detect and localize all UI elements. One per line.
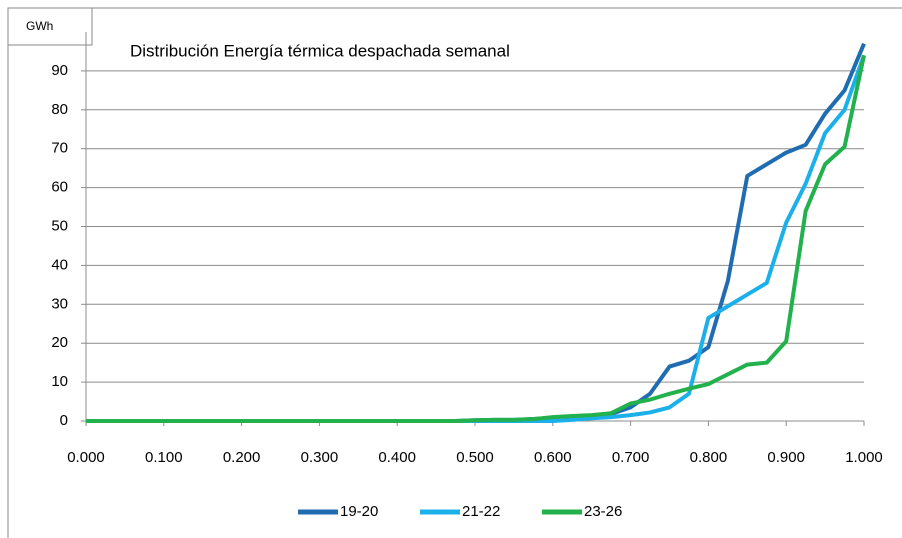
y-tick-label: 90	[51, 62, 68, 79]
y-tick-label: 80	[51, 101, 68, 118]
unit-box	[7, 7, 93, 46]
x-tick-label: 0.800	[690, 449, 728, 466]
y-axis-label: GWh	[26, 19, 53, 33]
y-tick-label: 50	[51, 217, 68, 234]
y-tick-label: 60	[51, 179, 68, 196]
chart-title: Distribución Energía térmica despachada …	[130, 41, 510, 60]
y-tick-label: 70	[51, 140, 68, 157]
x-tick-label: 0.700	[612, 449, 650, 466]
legend-label: 21-22	[462, 503, 500, 520]
y-tick-label: 40	[51, 256, 68, 273]
series-line	[86, 54, 866, 423]
x-tick-label: 0.100	[145, 449, 183, 466]
x-tick-label: 0.200	[223, 449, 261, 466]
legend-label: 23-26	[584, 503, 622, 520]
y-tick-label: 20	[51, 334, 68, 351]
y-tick-label: 30	[51, 295, 68, 312]
x-tick-label: 0.600	[534, 449, 572, 466]
x-tick-label: 0.400	[378, 449, 416, 466]
legend-label: 19-20	[340, 503, 378, 520]
y-tick-label: 10	[51, 373, 68, 390]
y-tick-label: 0	[60, 412, 68, 429]
x-tick-label: 0.900	[767, 449, 805, 466]
x-tick-label: 0.500	[456, 449, 494, 466]
x-tick-label: 0.300	[301, 449, 339, 466]
x-tick-label: 0.000	[67, 449, 105, 466]
x-tick-label: 1.000	[845, 449, 883, 466]
